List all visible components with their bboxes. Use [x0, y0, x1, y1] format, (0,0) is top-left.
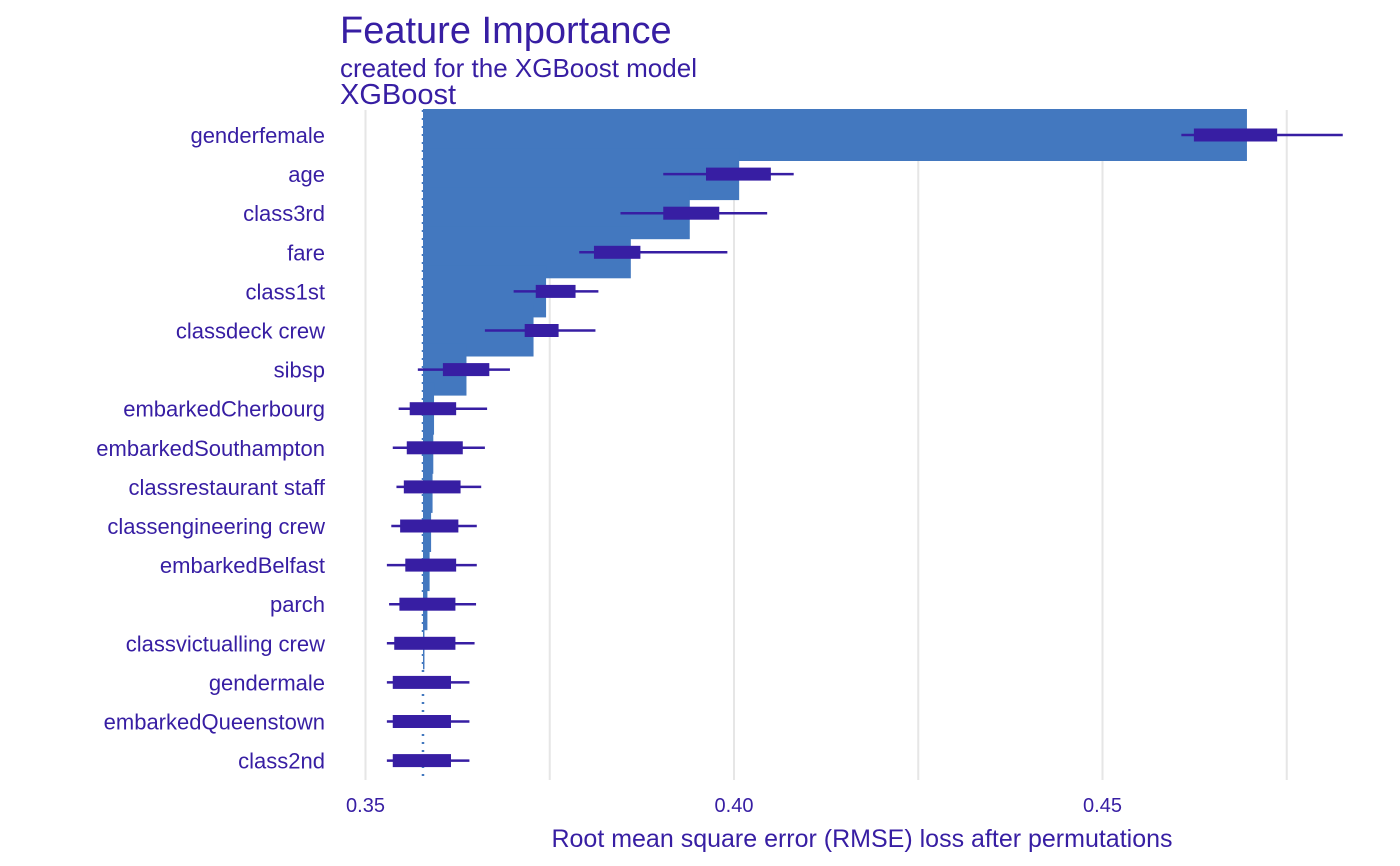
y-tick-label: gendermale — [209, 670, 325, 695]
boxplot-box — [663, 206, 720, 220]
boxplot-box — [406, 441, 463, 455]
y-tick-label: classengineering crew — [107, 514, 325, 539]
grid-layer: 0.35 0.40 0.45 — [346, 110, 1288, 817]
boxplot-box — [405, 558, 457, 572]
y-tick-label: classvictualling crew — [126, 631, 325, 656]
chart-subtitle: created for the XGBoost model — [340, 53, 697, 83]
y-tick-label: class1st — [246, 279, 325, 304]
boxplot-layer — [386, 128, 1343, 768]
y-tick-label: classdeck crew — [176, 319, 325, 344]
boxplot-box — [399, 597, 456, 611]
y-tick-label: embarkedSouthampton — [96, 436, 325, 461]
x-tick-label: 0.35 — [346, 795, 385, 817]
boxplot-box — [442, 363, 490, 377]
y-tick-label: embarkedBelfast — [160, 553, 325, 578]
y-tick-label: embarkedQueenstown — [104, 710, 325, 735]
y-tick-label: sibsp — [274, 358, 325, 383]
boxplot-box — [403, 480, 461, 494]
y-tick-label: embarkedCherbourg — [123, 397, 325, 422]
boxplot-box — [392, 715, 451, 728]
boxplot-box — [394, 636, 456, 650]
boxplot-box — [392, 675, 451, 689]
boxplot-box — [392, 754, 451, 768]
label-layer: genderfemale age class3rd fare class1st class… — [96, 123, 326, 774]
boxplot-box — [1193, 128, 1278, 142]
y-tick-label: genderfemale — [190, 123, 325, 148]
boxplot-box — [593, 245, 641, 259]
y-tick-label: age — [288, 162, 325, 187]
facet-label: XGBoost — [340, 79, 457, 111]
x-tick-label: 0.40 — [715, 795, 754, 817]
y-tick-label: fare — [287, 240, 325, 265]
y-tick-label: class2nd — [238, 749, 325, 774]
boxplot-box — [409, 402, 457, 416]
y-tick-label: parch — [270, 592, 325, 617]
boxplot-box — [400, 519, 459, 533]
boxplot-box — [705, 167, 771, 181]
x-tick-label: 0.45 — [1083, 795, 1122, 817]
chart-title: Feature Importance — [340, 10, 672, 52]
boxplot-box — [535, 284, 576, 298]
y-tick-label: class3rd — [243, 201, 325, 226]
x-axis-label: Root mean square error (RMSE) loss after… — [551, 825, 1172, 853]
bar-layer — [421, 109, 1247, 780]
boxplot-box — [524, 324, 559, 337]
y-tick-label: classrestaurant staff — [129, 475, 326, 500]
